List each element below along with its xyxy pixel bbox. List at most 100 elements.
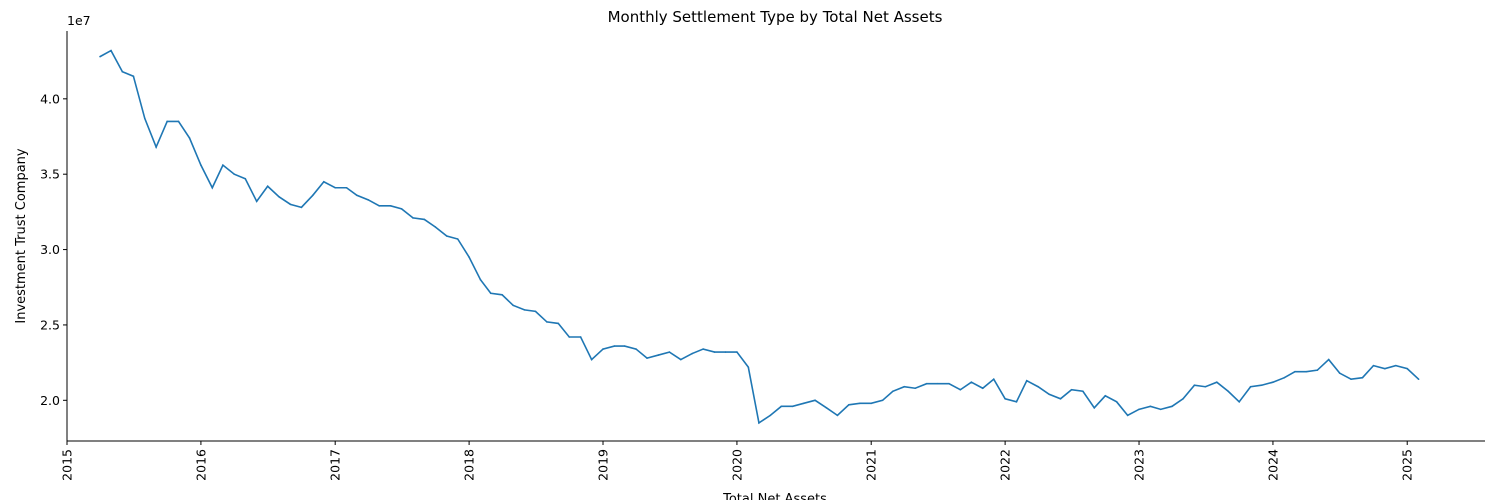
data-point (367, 199, 370, 201)
y-axis-offset-label: 1e7 (67, 13, 91, 28)
data-point (1126, 414, 1129, 417)
x-axis-label: Total Net Assets (722, 492, 827, 500)
data-point (1294, 370, 1296, 373)
x-tick-label: 2015 (60, 449, 75, 481)
x-tick-label: 2017 (328, 449, 343, 481)
data-point (1082, 390, 1084, 393)
data-point (959, 388, 962, 391)
data-point (1193, 384, 1196, 387)
data-point (1327, 358, 1330, 361)
data-point (211, 186, 214, 189)
data-point (300, 206, 303, 209)
x-tick-label: 2024 (1265, 449, 1280, 481)
data-point (1305, 370, 1308, 373)
data-point (1384, 367, 1386, 370)
data-point (881, 399, 884, 402)
data-point (1216, 381, 1218, 384)
data-point (222, 164, 224, 166)
data-point (903, 385, 906, 388)
data-point (512, 304, 514, 307)
data-point (724, 351, 727, 353)
data-point (523, 309, 526, 311)
y-tick-label: 2.5 (40, 317, 60, 332)
axes (66, 31, 1485, 442)
data-point (702, 348, 704, 350)
data-point (568, 336, 571, 338)
data-point (1138, 408, 1140, 411)
data-point (1159, 408, 1162, 411)
data-point (557, 322, 560, 325)
chart-title: Monthly Settlement Type by Total Net Ass… (608, 8, 943, 26)
data-point (859, 402, 861, 405)
data-point (1204, 385, 1207, 388)
data-point (1015, 401, 1018, 403)
data-point (356, 194, 358, 197)
data-point (668, 351, 671, 353)
data-point (489, 292, 492, 295)
data-point (602, 348, 604, 350)
data-point (534, 310, 537, 313)
data-point (623, 345, 626, 347)
data-point (635, 348, 637, 350)
y-tick-label: 3.5 (40, 167, 60, 182)
data-point (244, 177, 247, 180)
data-point (713, 351, 716, 353)
data-point (1025, 379, 1028, 382)
data-point (289, 203, 292, 206)
data-point (155, 146, 157, 148)
data-point (1227, 390, 1229, 393)
data-point (400, 208, 403, 210)
data-point (925, 382, 928, 385)
y-ticks: 2.0 2.5 3.0 3.5 4.0 (40, 91, 67, 408)
data-point (345, 186, 348, 189)
data-point (1171, 405, 1173, 408)
data-point (177, 120, 180, 123)
x-tick-label: 2018 (462, 449, 477, 481)
data-point (1372, 364, 1375, 367)
data-point (1115, 401, 1118, 403)
data-point (825, 407, 828, 409)
data-point (501, 293, 503, 296)
data-point (266, 185, 269, 188)
data-point (434, 226, 437, 228)
data-point (200, 164, 202, 166)
y-tick-label: 4.0 (40, 91, 60, 106)
data-point (334, 186, 336, 189)
x-tick-label: 2022 (998, 449, 1013, 481)
data-point (468, 256, 470, 258)
data-point (1238, 401, 1240, 403)
data-point (1260, 384, 1263, 387)
data-point (1316, 369, 1319, 371)
data-point (914, 387, 917, 390)
data-point (1283, 376, 1286, 379)
series-line (99, 49, 1420, 425)
data-point (590, 358, 593, 361)
data-point (143, 117, 146, 120)
y-axis-label: Investment Trust Company (14, 148, 29, 324)
data-point (1350, 378, 1352, 380)
data-point (747, 366, 750, 368)
x-tick-label: 2021 (864, 449, 879, 481)
data-point (892, 390, 894, 393)
data-point (836, 414, 839, 417)
data-point (1004, 397, 1006, 400)
x-tick-label: 2025 (1400, 449, 1415, 481)
data-point (188, 137, 191, 139)
data-point (412, 217, 414, 219)
data-point (546, 321, 548, 323)
data-point (99, 55, 101, 58)
data-point (378, 205, 381, 207)
data-point (132, 75, 135, 78)
data-point (110, 49, 112, 52)
data-point (166, 120, 168, 123)
data-point (1070, 388, 1073, 391)
data-point (1395, 364, 1397, 367)
data-point (1093, 407, 1096, 409)
data-point (1182, 397, 1184, 400)
data-point (233, 173, 236, 175)
data-point (848, 404, 850, 406)
data-point (948, 382, 950, 385)
data-point (389, 205, 392, 207)
data-point (323, 180, 325, 183)
